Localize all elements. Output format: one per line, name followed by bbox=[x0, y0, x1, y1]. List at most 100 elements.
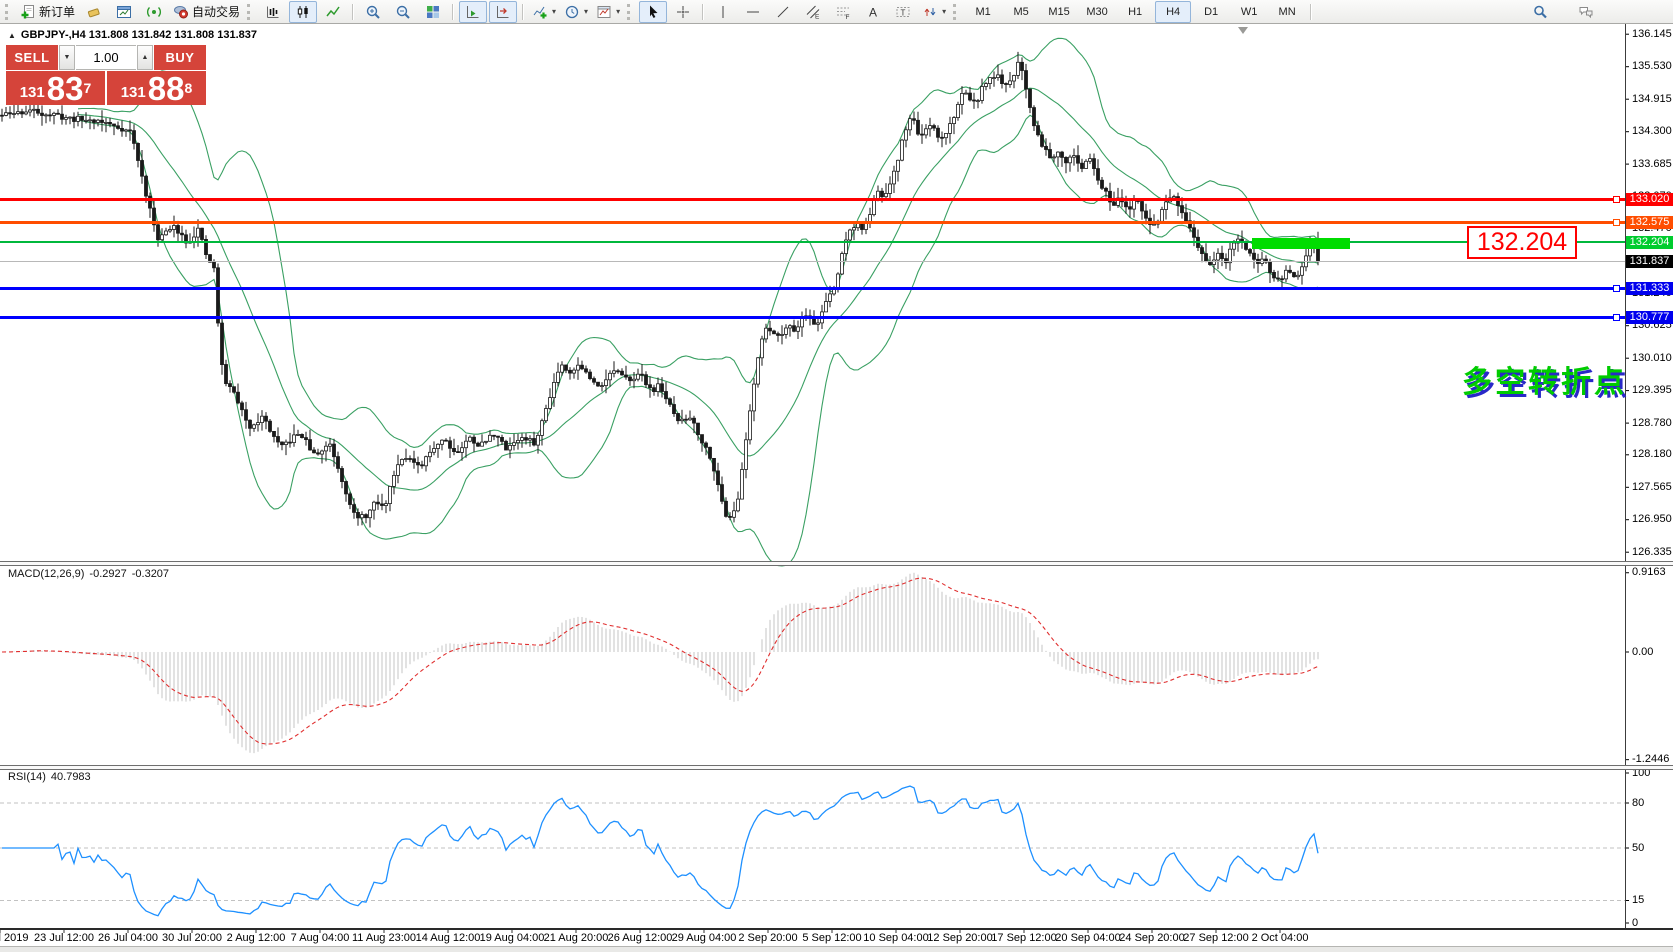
text-label-icon: T bbox=[895, 4, 911, 20]
timeframe-mn[interactable]: MN bbox=[1278, 5, 1296, 18]
chart-title-row: ▲ GBPJPY-,H4 131.808 131.842 131.808 131… bbox=[8, 29, 257, 41]
sell-price-button[interactable]: 131 83 7 bbox=[6, 71, 105, 105]
arrows-button[interactable]: ▾ bbox=[919, 1, 949, 23]
timeframe-m5[interactable]: M5 bbox=[1013, 5, 1029, 18]
price-badge-131.333: 131.333 bbox=[1626, 281, 1673, 295]
line-handle[interactable] bbox=[1613, 195, 1620, 203]
horizontal-line-icon bbox=[745, 4, 761, 20]
volume-input[interactable] bbox=[76, 45, 136, 70]
price-badge-130.777: 130.777 bbox=[1626, 311, 1673, 325]
chart-shift-marker-icon[interactable] bbox=[1238, 27, 1248, 34]
candlestick-button[interactable] bbox=[289, 0, 318, 23]
search-button[interactable] bbox=[1526, 1, 1554, 23]
text-button[interactable]: A bbox=[859, 1, 887, 23]
new-order-button[interactable]: 新订单 bbox=[17, 1, 78, 23]
buy-button[interactable]: BUY bbox=[154, 45, 206, 70]
horizontal-line-131.837[interactable] bbox=[0, 261, 1625, 263]
chat-button[interactable] bbox=[1572, 1, 1600, 23]
toolbar-grip bbox=[5, 3, 11, 20]
vertical-line-button[interactable] bbox=[709, 1, 737, 23]
svg-text:A: A bbox=[869, 5, 877, 19]
horizontal-line-button[interactable] bbox=[739, 1, 767, 23]
time-axis-label: 24 Sep 20:00 bbox=[1119, 932, 1185, 944]
timeframe-m1[interactable]: M1 bbox=[975, 5, 991, 18]
timeframe-h4[interactable]: H4 bbox=[1155, 0, 1192, 23]
toolbar-separator bbox=[352, 3, 355, 20]
pane-separator-macd-rsi[interactable] bbox=[0, 765, 1673, 770]
timeframe-h1[interactable]: H1 bbox=[1128, 5, 1143, 18]
templates-icon bbox=[596, 4, 612, 20]
line-handle[interactable] bbox=[1613, 284, 1620, 292]
line-handle[interactable] bbox=[1613, 314, 1620, 322]
trendline-icon bbox=[775, 4, 791, 20]
horizontal-line-130.777[interactable] bbox=[0, 316, 1625, 320]
zoom-out-button[interactable] bbox=[389, 1, 417, 23]
collapse-panel-icon[interactable]: ▲ bbox=[8, 30, 16, 40]
text-a-icon: A bbox=[865, 4, 881, 20]
time-axis-label: 2 Sep 20:00 bbox=[738, 932, 798, 944]
dropdown-caret: ▾ bbox=[584, 7, 589, 16]
candlestick-icon bbox=[295, 4, 311, 20]
trendline-button[interactable] bbox=[769, 1, 797, 23]
timeframe-w1[interactable]: W1 bbox=[1240, 5, 1258, 18]
horizontal-line-132.575[interactable] bbox=[0, 221, 1625, 225]
crosshair-button[interactable] bbox=[669, 1, 697, 23]
signals-button[interactable] bbox=[140, 1, 168, 23]
sell-button[interactable]: SELL bbox=[6, 45, 58, 70]
bar-chart-button[interactable] bbox=[259, 1, 287, 23]
timeframe-m15[interactable]: M15 bbox=[1048, 5, 1070, 18]
window-bottom-strip bbox=[0, 946, 1673, 952]
line-handle[interactable] bbox=[1613, 219, 1620, 227]
zoom-in-button[interactable] bbox=[359, 1, 387, 23]
cursor-button[interactable] bbox=[639, 0, 668, 23]
bar-chart-icon bbox=[265, 4, 281, 20]
price-axis-tick-label: 135.530 bbox=[1632, 60, 1672, 73]
buy-price-button[interactable]: 131 88 8 bbox=[107, 71, 206, 105]
rsi-name: RSI(14) bbox=[8, 771, 46, 783]
turning-point-text[interactable]: 多空转折点 bbox=[1462, 366, 1627, 399]
time-axis-label: 18 Jul 2019 bbox=[0, 932, 29, 944]
horizontal-line-131.333[interactable] bbox=[0, 286, 1625, 290]
fibonacci-icon: F bbox=[835, 4, 851, 20]
pane-separator-main-macd[interactable] bbox=[0, 561, 1673, 566]
auto-scroll-button[interactable] bbox=[459, 0, 488, 23]
volume-increase-button[interactable]: ▲ bbox=[137, 45, 153, 70]
price-axis-tick-label: 128.180 bbox=[1632, 448, 1672, 461]
autotrading-button[interactable]: 自动交易 bbox=[170, 1, 243, 23]
time-axis-label: 30 Jul 20:00 bbox=[162, 932, 222, 944]
rsi-axis-tick-label: 80 bbox=[1632, 796, 1645, 809]
time-axis-label: 17 Sep 12:00 bbox=[991, 932, 1057, 944]
eraser-button[interactable] bbox=[80, 1, 108, 23]
sell-price-prefix: 131 bbox=[19, 84, 45, 101]
time-axis-label: 20 Sep 04:00 bbox=[1055, 932, 1121, 944]
volume-decrease-button[interactable]: ▼ bbox=[59, 45, 75, 70]
indicators-button[interactable]: ▾ bbox=[529, 1, 559, 23]
price-axis-tick-label: 134.300 bbox=[1632, 125, 1672, 138]
horizontal-line-133.020[interactable] bbox=[0, 197, 1625, 201]
sell-price-main: 83 bbox=[46, 70, 84, 107]
new-order-icon bbox=[20, 4, 36, 20]
tile-windows-button[interactable] bbox=[419, 1, 447, 23]
line-chart-button[interactable] bbox=[319, 1, 347, 23]
periods-button[interactable]: ▾ bbox=[561, 1, 591, 23]
timeframe-m30[interactable]: M30 bbox=[1086, 5, 1108, 18]
signal-icon bbox=[146, 4, 162, 20]
macd-value-signal: -0.3207 bbox=[131, 568, 170, 580]
horizontal-line-132.204[interactable] bbox=[0, 241, 1625, 244]
chart-shift-button[interactable] bbox=[489, 0, 518, 23]
time-axis-label: 7 Aug 04:00 bbox=[290, 932, 350, 944]
price-callout-box[interactable]: 132.204 bbox=[1467, 226, 1577, 259]
autotrading-label: 自动交易 bbox=[192, 5, 241, 19]
timeframe-d1[interactable]: D1 bbox=[1204, 5, 1219, 18]
fibonacci-button[interactable]: F bbox=[829, 1, 857, 23]
channel-button[interactable]: E bbox=[799, 1, 827, 23]
price-axis-tick-label: 129.395 bbox=[1632, 384, 1672, 397]
chart-ohlc-title: GBPJPY-,H4 131.808 131.842 131.808 131.8… bbox=[20, 29, 257, 41]
chart-window-button[interactable] bbox=[110, 1, 138, 23]
price-axis-tick-label: 130.010 bbox=[1632, 351, 1672, 364]
highlight-rectangle[interactable] bbox=[1252, 238, 1350, 249]
templates-button[interactable]: ▾ bbox=[593, 1, 623, 23]
macd-value-main: -0.2927 bbox=[89, 568, 127, 580]
text-label-button[interactable]: T bbox=[889, 1, 917, 23]
